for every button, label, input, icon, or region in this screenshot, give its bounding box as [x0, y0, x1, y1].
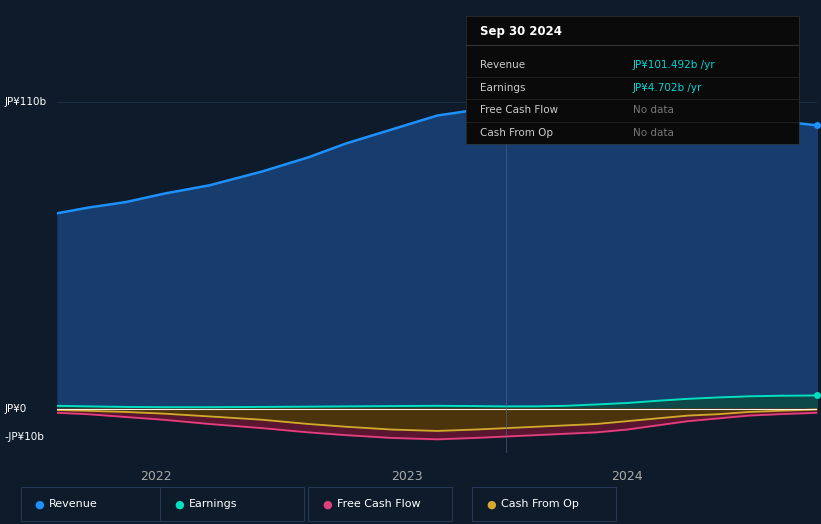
Text: 2024: 2024 [611, 471, 643, 483]
Text: Sep 30 2024: Sep 30 2024 [479, 25, 562, 38]
Text: JP¥110b: JP¥110b [4, 96, 46, 106]
Text: JP¥4.702b /yr: JP¥4.702b /yr [632, 83, 702, 93]
Text: ●: ● [174, 499, 184, 509]
Text: Free Cash Flow: Free Cash Flow [479, 105, 557, 115]
Text: Free Cash Flow: Free Cash Flow [337, 499, 420, 509]
Text: JP¥101.492b /yr: JP¥101.492b /yr [632, 60, 715, 70]
Text: 2023: 2023 [391, 471, 423, 483]
Text: Earnings: Earnings [479, 83, 525, 93]
Text: 2022: 2022 [140, 471, 172, 483]
Text: ●: ● [34, 499, 44, 509]
Text: Cash From Op: Cash From Op [479, 127, 553, 137]
Text: ●: ● [322, 499, 332, 509]
Text: No data: No data [632, 127, 673, 137]
Text: -JP¥10b: -JP¥10b [4, 432, 44, 442]
Text: JP¥0: JP¥0 [4, 403, 26, 413]
Text: Revenue: Revenue [479, 60, 525, 70]
Text: ●: ● [486, 499, 496, 509]
Text: Cash From Op: Cash From Op [501, 499, 579, 509]
Text: No data: No data [632, 105, 673, 115]
Text: Earnings: Earnings [189, 499, 237, 509]
Text: Revenue: Revenue [49, 499, 98, 509]
